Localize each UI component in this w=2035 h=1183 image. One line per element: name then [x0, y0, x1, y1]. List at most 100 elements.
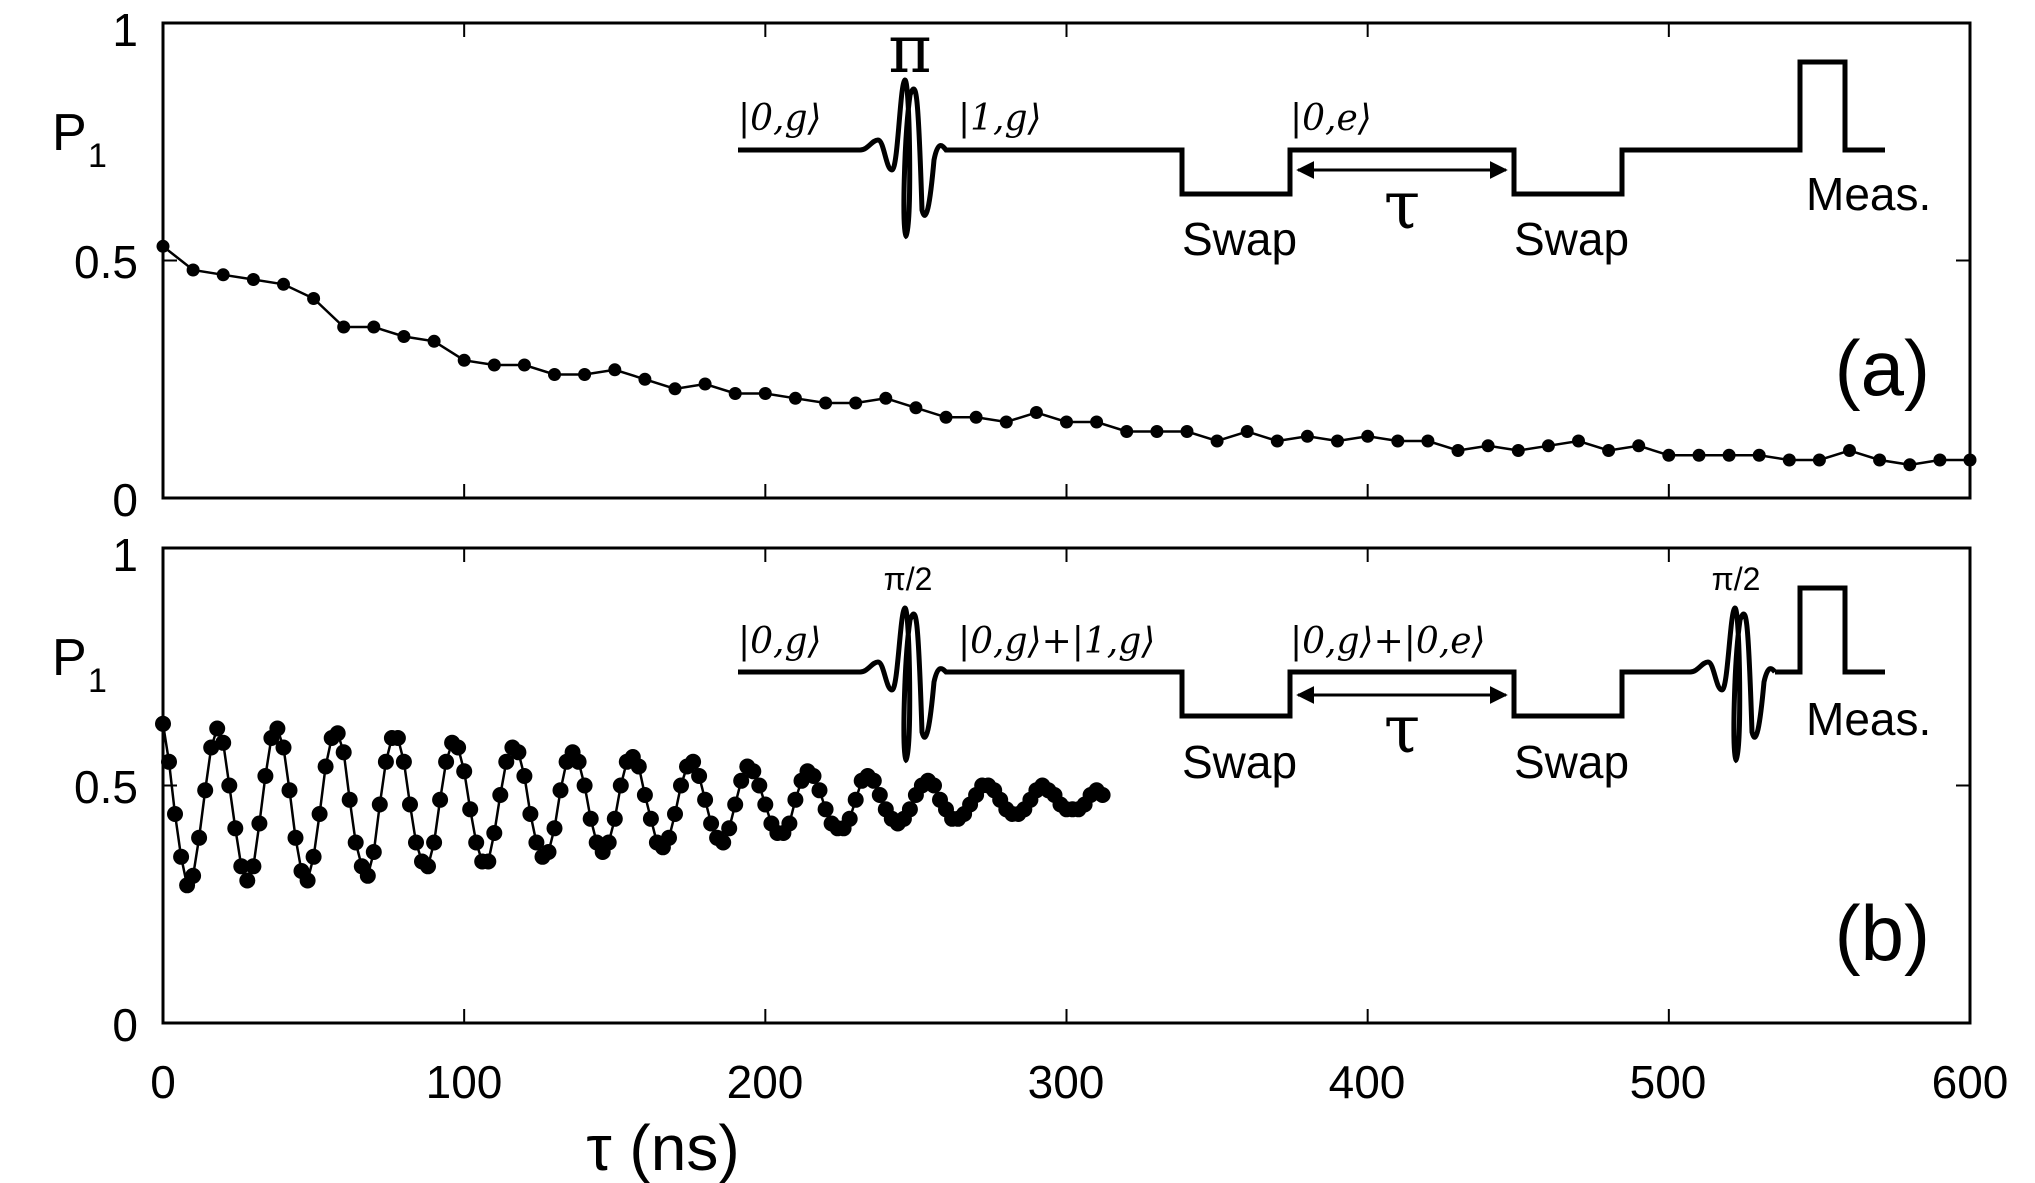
x-tick-label: 100: [426, 1056, 503, 1108]
panel-b-data-point: [197, 782, 214, 799]
panel-a-data-point: [1873, 453, 1887, 467]
panel-a-state-1: |0,g⟩: [738, 98, 822, 139]
panel-a-data-point: [1391, 434, 1405, 448]
x-tick-label: 600: [1932, 1056, 2009, 1108]
panel-a-data-point: [337, 320, 351, 334]
panel-a-data-point: [1541, 439, 1555, 453]
panel-b-data-point: [335, 744, 352, 761]
panel-a-data-point: [1240, 425, 1254, 438]
panel-a-data-point: [1602, 444, 1616, 457]
panel-b-data-point: [745, 763, 762, 780]
panel-a-data-point: [1752, 448, 1766, 462]
panel-b-data-point: [299, 872, 316, 889]
panel-b-swap-label: Swap: [1182, 736, 1297, 788]
panel-a-measure-label: Meas.: [1806, 168, 1931, 220]
panel-b-data-point: [239, 872, 256, 889]
panel-b-axes-frame: [161, 546, 1972, 1025]
panel-a-state-2: |1,g⟩: [958, 98, 1042, 139]
panel-a-data-point: [487, 358, 501, 372]
panel-a-data-point: [548, 368, 561, 381]
panel-a-data-point: [1722, 448, 1736, 462]
panel-b-data-point: [191, 829, 208, 846]
panel-b-data-point: [167, 806, 183, 822]
panel-b-data-point: [347, 834, 364, 851]
panel-b-data-point: [245, 858, 262, 875]
panel-b-swap-label: Swap: [1514, 736, 1629, 788]
panel-a-data-point: [608, 363, 622, 377]
panel-b-data-point: [185, 867, 202, 884]
panel-b-data-point: [257, 768, 274, 784]
panel-a-data-point: [758, 387, 772, 400]
panel-b-data-point: [901, 801, 918, 818]
panel-b-data-point: [1094, 787, 1111, 803]
panel-a-data-point: [1481, 439, 1495, 453]
panel-b: 1 0.5 0 P 1 (b) 0 100 200 300 400 500 60…: [52, 529, 2008, 1183]
panel-a-data-point: [1451, 444, 1465, 457]
panel-b-data-point: [492, 787, 509, 803]
panel-b-delay-label: τ: [1384, 691, 1421, 768]
panel-b-data-point: [570, 753, 587, 770]
panel-b-data-point: [227, 820, 244, 837]
panel-b-measure-label: Meas.: [1806, 693, 1931, 745]
panel-b-data-point: [486, 825, 503, 841]
panel-a-data-point: [1572, 434, 1585, 448]
panel-b-data-point: [727, 796, 744, 813]
panel-a-data-point: [156, 239, 170, 253]
x-tick-label: 300: [1028, 1056, 1105, 1108]
panel-b-data-point: [757, 796, 774, 813]
panel-a-data-point: [1060, 415, 1073, 429]
panel-b-data-point: [209, 720, 226, 737]
panel-a-data-point: [216, 268, 230, 282]
panel-b-data-point: [630, 758, 647, 775]
panel-b-data-point: [787, 791, 804, 808]
panel-a-swap-label: Swap: [1514, 213, 1629, 265]
panel-b-data-point: [546, 820, 563, 837]
panel-a-series: [156, 239, 1977, 472]
panel-b-data-point: [673, 777, 689, 794]
panel-a-data-point: [1300, 429, 1314, 443]
panel-b-data-point: [576, 777, 593, 794]
panel-b-data-point: [498, 753, 515, 770]
panel-b-label: (b): [1835, 889, 1930, 977]
panel-a-data-point: [457, 353, 471, 367]
panel-b-data-point: [402, 796, 418, 813]
panel-a-data-point: [246, 273, 260, 286]
panel-a-data-point: [307, 292, 321, 305]
panel-b-data-point: [751, 777, 768, 794]
panel-a-data-point: [969, 410, 983, 424]
panel-a-data-point: [367, 320, 381, 334]
x-tick-label: 0: [150, 1056, 176, 1108]
panel-a-data-point: [1511, 444, 1525, 457]
panel-a-ylabel-main: P: [52, 104, 87, 162]
panel-a-data-point: [427, 334, 441, 348]
panel-a-data-point: [909, 401, 923, 415]
panel-a-data-point: [1632, 439, 1646, 453]
panel-a-series-line: [162, 245, 1970, 467]
panel-b-data-point: [480, 853, 497, 870]
panel-b-data-point: [733, 772, 750, 789]
panel-a-data-point: [277, 277, 290, 291]
panel-a-inset-baseline: [738, 59, 1885, 197]
panel-b-inset-baseline: [738, 585, 1885, 719]
panel-b-data-point: [426, 834, 443, 851]
panel-b-data-point: [395, 753, 412, 770]
panel-a-data-point: [1421, 434, 1435, 448]
panel-b-data-point: [203, 739, 220, 756]
panel-a-data-point: [578, 368, 592, 381]
panel-a-data-point: [788, 391, 802, 405]
panel-b-data-point: [329, 725, 346, 742]
panel-a-data-point: [1782, 453, 1796, 467]
panel-b-data-point: [468, 834, 485, 851]
panel-a-ylabel-sub: 1: [88, 137, 107, 175]
panel-b-data-point: [305, 848, 322, 865]
panel-a-data-point: [1210, 434, 1224, 448]
panel-a-data-point: [1843, 444, 1856, 457]
panel-b-data-point: [522, 806, 539, 822]
panel-b-data-point: [805, 768, 822, 784]
panel-b-data-point: [365, 844, 382, 860]
panel-a-ytick-label: 1: [112, 4, 138, 56]
x-tick-label: 400: [1329, 1056, 1406, 1108]
panel-b-data-point: [389, 730, 406, 746]
panel-b-data-point: [847, 791, 864, 808]
panel-b-data-point: [691, 768, 708, 784]
